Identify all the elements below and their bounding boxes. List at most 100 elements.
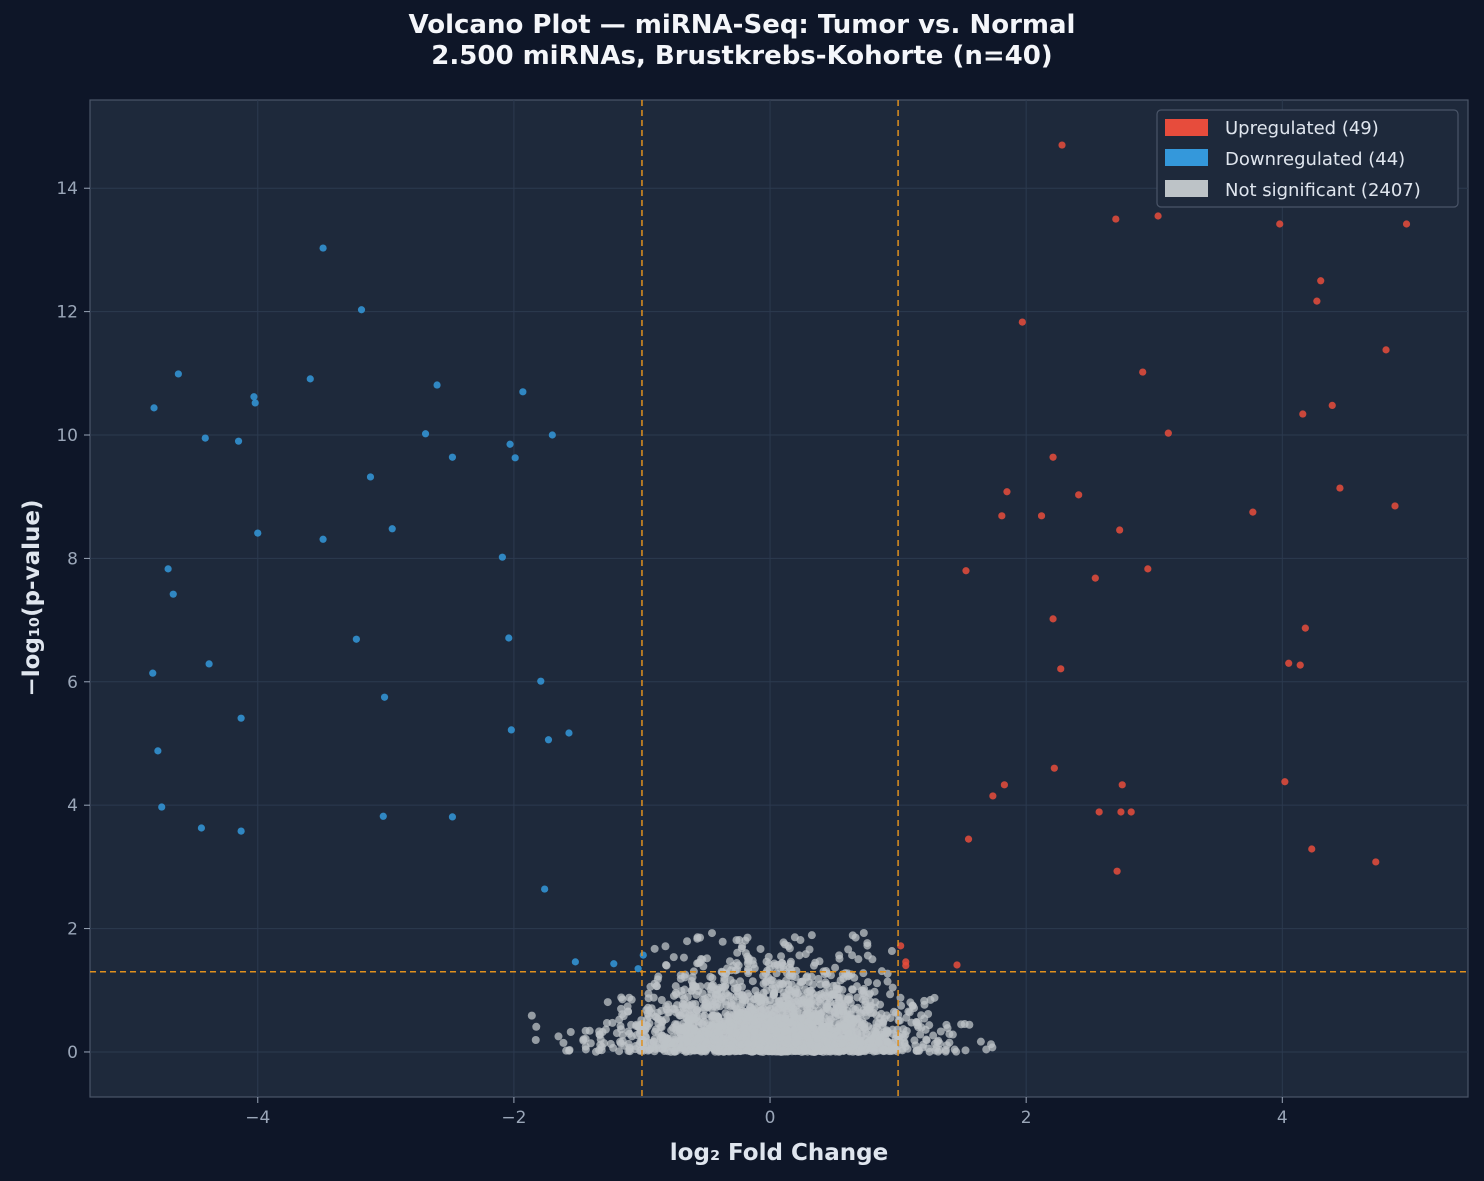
down-point	[541, 885, 549, 893]
up-point	[1317, 277, 1325, 285]
ns-point	[559, 1038, 568, 1047]
ns-point	[744, 966, 753, 975]
down-point	[205, 660, 213, 668]
ns-point	[677, 1034, 686, 1043]
down-point	[174, 370, 182, 378]
ns-point	[707, 929, 716, 938]
ns-point	[675, 1041, 684, 1050]
x-tick-label: −4	[245, 1108, 270, 1128]
down-point	[254, 529, 262, 537]
ns-point	[888, 983, 897, 992]
down-point	[164, 565, 172, 573]
ns-point	[617, 1025, 626, 1034]
ns-point	[786, 957, 795, 966]
ns-point	[831, 963, 840, 972]
ns-point	[782, 976, 791, 985]
ns-point	[687, 976, 696, 985]
ns-point	[840, 1022, 849, 1031]
ns-point	[716, 994, 725, 1003]
y-tick-label: 12	[56, 303, 78, 323]
ns-point	[814, 1006, 823, 1015]
down-point	[544, 736, 553, 744]
y-tick-label: 6	[67, 673, 78, 693]
up-point	[1144, 565, 1152, 573]
x-tick-label: 2	[1021, 1108, 1032, 1128]
ns-point	[820, 1045, 829, 1054]
ns-point	[861, 1007, 870, 1016]
ns-point	[787, 965, 796, 974]
ns-point	[890, 1043, 899, 1052]
ns-point	[799, 1047, 808, 1056]
significant-points	[149, 141, 1411, 973]
down-point	[357, 306, 366, 314]
ns-point	[598, 1028, 607, 1037]
ns-point	[936, 1027, 945, 1036]
up-point	[1095, 808, 1103, 816]
up-point	[1050, 764, 1058, 772]
y-tick-label: 2	[67, 920, 78, 940]
ns-point	[838, 1039, 847, 1048]
up-point	[1276, 220, 1284, 228]
ns-point	[777, 1033, 786, 1042]
ns-point	[615, 1047, 624, 1056]
down-point	[507, 726, 515, 734]
ns-point	[845, 1046, 854, 1055]
up-point	[1139, 368, 1147, 376]
ns-point	[805, 945, 814, 954]
ns-point	[698, 1044, 707, 1053]
ns-point	[827, 990, 836, 999]
down-point	[149, 669, 157, 677]
ns-point	[741, 1029, 750, 1038]
ns-point	[793, 1034, 802, 1043]
ns-point	[708, 974, 717, 983]
ns-point	[650, 944, 659, 953]
up-point	[1049, 453, 1057, 461]
ns-point	[671, 982, 680, 991]
up-point	[964, 835, 973, 843]
x-axis-label: log₂ Fold Change	[670, 1140, 888, 1166]
down-point	[537, 677, 545, 685]
ns-point	[817, 1024, 826, 1033]
down-point	[158, 803, 166, 811]
legend-label-ns: Not significant (2407)	[1225, 180, 1421, 201]
ns-point	[942, 1041, 951, 1050]
ns-point	[639, 1026, 648, 1035]
ns-point	[883, 1029, 892, 1038]
ns-point	[609, 1043, 618, 1052]
ns-point	[667, 1026, 676, 1035]
ns-point	[632, 1021, 641, 1030]
ns-point	[915, 1046, 924, 1055]
ns-point	[781, 1014, 790, 1023]
down-point	[234, 437, 243, 445]
ns-point	[815, 957, 824, 966]
ns-point	[780, 1027, 789, 1036]
ns-point	[866, 989, 875, 998]
down-point	[154, 747, 162, 755]
x-tick-label: 0	[765, 1108, 776, 1128]
ns-point	[690, 1024, 699, 1033]
ns-point	[884, 1046, 893, 1055]
ns-point	[769, 989, 778, 998]
up-point	[1372, 858, 1380, 866]
up-point	[1003, 488, 1011, 496]
ns-point	[625, 993, 634, 1002]
ns-point	[813, 1042, 822, 1051]
ns-point	[922, 1036, 931, 1045]
ns-point	[883, 1037, 892, 1046]
ns-point	[701, 1001, 710, 1010]
ns-point	[707, 1012, 716, 1021]
ns-point	[660, 1041, 669, 1050]
down-point	[319, 244, 327, 252]
ns-point	[867, 1031, 876, 1040]
ns-point	[796, 978, 805, 987]
ns-point	[783, 1035, 792, 1044]
down-point	[498, 553, 506, 561]
up-point	[1313, 297, 1321, 305]
up-point	[1154, 212, 1162, 220]
up-point	[1402, 220, 1411, 228]
ns-point	[650, 1035, 659, 1044]
ns-point	[732, 936, 741, 945]
ns-point	[693, 1006, 702, 1015]
ns-point	[755, 1043, 764, 1052]
